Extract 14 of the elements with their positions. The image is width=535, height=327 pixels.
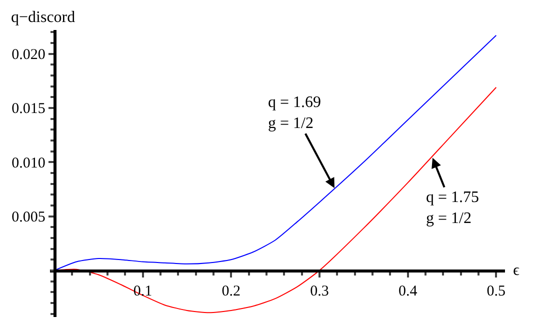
y-tick-label: 0.015 [12,101,46,118]
x-axis-title: ϵ [513,262,520,279]
line-series [54,34,497,271]
annotation: q = 1.75 g = 1/2 [426,189,480,227]
x-tick-label: 0.1 [133,283,152,300]
y-tick-label: 0.010 [12,155,46,172]
y-tick-label: 0.020 [12,47,46,64]
x-tick-label: 0.3 [310,283,329,300]
x-tick-label: 0.5 [486,283,506,300]
y-tick-label: 0.005 [12,210,46,226]
y-axis-title: q−discord [11,9,76,26]
x-tick-label: 0.4 [398,283,418,300]
annotation: q = 1.69 g = 1/2 [268,94,322,132]
x-tick-label: 0.2 [222,283,240,300]
